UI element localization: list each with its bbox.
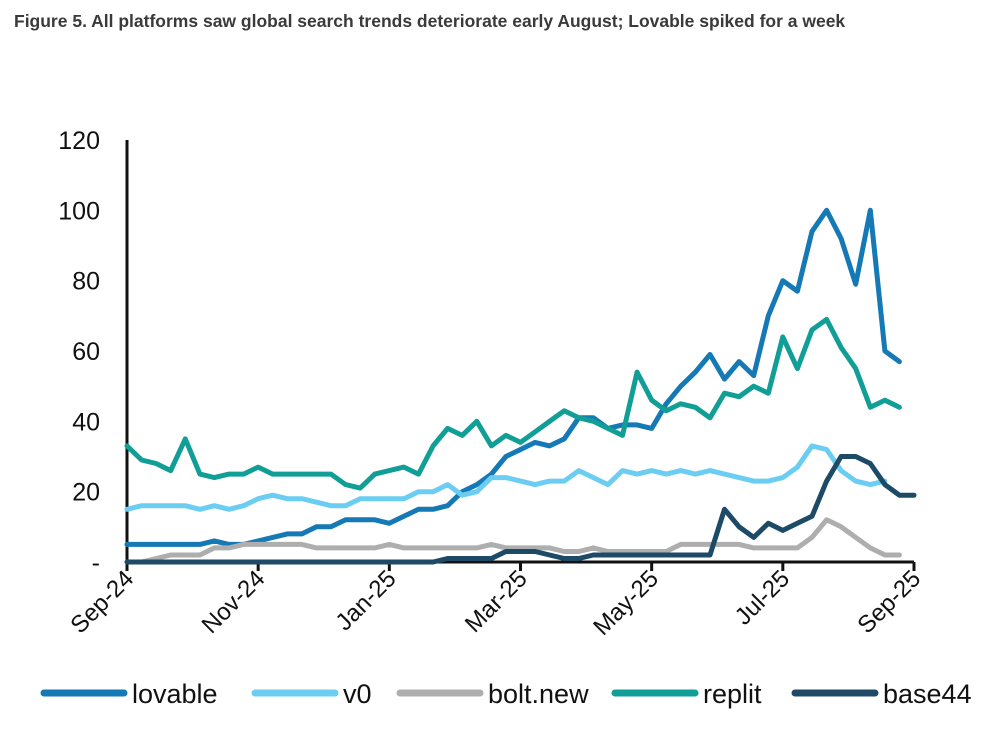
chart-title: Figure 5. All platforms saw global searc… (14, 11, 846, 31)
x-tick-label: Sep-24 (65, 565, 139, 639)
series-line-replit (124, 316, 902, 491)
x-tick-label: Mar-25 (460, 565, 533, 638)
y-axis: - 20 40 60 80 100 120 (58, 127, 129, 577)
legend-label-base44: base44 (883, 679, 972, 709)
x-tick-label: May-25 (588, 565, 664, 641)
x-tick-label: Nov-24 (197, 565, 271, 639)
x-tick-label: Sep-25 (852, 565, 926, 639)
y-tick-label: 120 (58, 127, 100, 155)
series-line-v0 (124, 443, 888, 512)
x-axis: Sep-24 Nov-24 Jan-25 Mar-25 May-25 Jul-25 Sep-… (65, 560, 926, 641)
legend-label-lovable: lovable (132, 679, 218, 709)
x-tick-label: Jan-25 (331, 565, 402, 636)
legend-label-v0: v0 (343, 679, 372, 709)
legend-label-replit: replit (703, 679, 762, 709)
series-lines (124, 207, 917, 565)
series-line-base44 (124, 454, 917, 565)
x-tick-label: Jul-25 (730, 565, 795, 630)
legend-label-bolt-new: bolt.new (488, 679, 589, 709)
series-line-bolt-new (124, 517, 902, 565)
y-tick-label: 20 (72, 479, 100, 507)
y-tick-label: - (92, 549, 100, 577)
legend: lovable v0 bolt.new replit base44 (40, 679, 972, 709)
y-tick-label: 80 (72, 268, 100, 296)
y-tick-label: 100 (58, 197, 100, 225)
series-line-lovable (124, 207, 902, 547)
y-tick-label: 40 (72, 408, 100, 436)
y-tick-label: 60 (72, 338, 100, 366)
